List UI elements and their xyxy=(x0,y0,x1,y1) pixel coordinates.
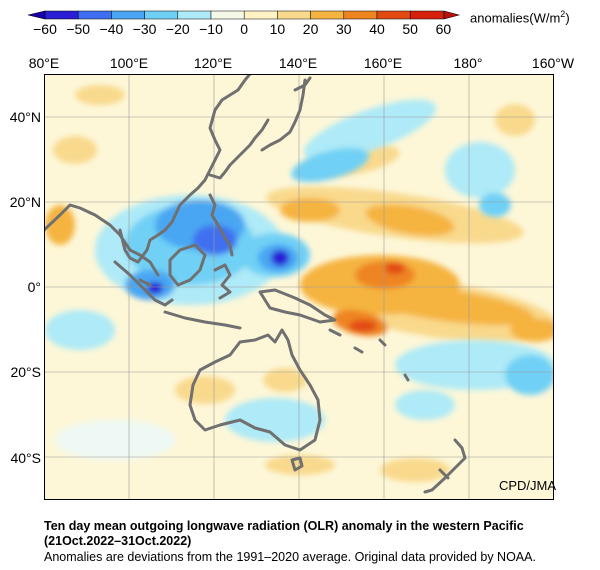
colorbar-cell xyxy=(210,10,245,20)
lat-label: 20°S xyxy=(10,364,41,380)
colorbar-tick-label: 50 xyxy=(402,21,418,37)
lat-label: 40°N xyxy=(9,109,41,125)
colorbar-tick-label: −60 xyxy=(33,21,57,37)
caption-period: (21Oct.2022–31Oct.2022) xyxy=(44,534,192,548)
java-coastline xyxy=(163,310,242,330)
colorbar-cell xyxy=(243,10,278,20)
map-frame xyxy=(44,74,554,500)
colorbar-tick-label: 60 xyxy=(435,21,452,37)
colorbar-tick-label: 20 xyxy=(302,21,319,37)
colorbar-cell xyxy=(310,10,345,20)
colorbar-cell xyxy=(376,10,411,20)
new-guinea-coastline xyxy=(258,288,337,324)
units-label: anomalies(W/m2) xyxy=(470,9,570,26)
colorbar-tick-label: −10 xyxy=(199,21,223,37)
colorbar-tick-label: 10 xyxy=(269,21,286,37)
colorbar-tick-label: 30 xyxy=(336,21,352,37)
colorbar-tick-label: −40 xyxy=(99,21,124,37)
tasmania-coastline xyxy=(290,456,304,472)
colorbar-tick-label: 0 xyxy=(240,21,249,37)
lon-label: 80°E xyxy=(28,55,60,71)
positive-anomaly-field xyxy=(45,85,554,482)
colorbar-cell xyxy=(177,10,212,20)
japan-coastline xyxy=(260,76,312,152)
olr-anomaly-map xyxy=(44,74,554,500)
colorbar-cell xyxy=(111,10,145,20)
new-zealand-coastline xyxy=(423,438,467,494)
lon-label: 120°E xyxy=(193,55,233,71)
colorbar-tick-label: 40 xyxy=(369,21,385,37)
caption-title: Ten day mean outgoing longwave radiation… xyxy=(44,519,524,533)
colorbar-cell xyxy=(409,10,444,20)
colorbar-cell xyxy=(277,10,311,20)
lon-label: 140°E xyxy=(278,55,318,71)
credit-label: CPD/JMA xyxy=(498,478,556,493)
sulawesi-coastline xyxy=(213,263,232,300)
colorbar-cell xyxy=(343,10,378,20)
australia-coastline xyxy=(188,328,322,452)
colorbar-cell xyxy=(44,10,79,20)
lat-label: 0° xyxy=(27,279,41,295)
caption-note: Anomalies are deviations from the 1991–2… xyxy=(44,550,536,564)
sumatra-coastline xyxy=(113,260,174,307)
lat-label: 40°S xyxy=(10,450,41,466)
colorbar-tick-label: −50 xyxy=(66,21,91,37)
lon-label: 180° xyxy=(453,55,483,71)
caption: Ten day mean outgoing longwave radiation… xyxy=(44,519,596,565)
colorbar-arrow-left xyxy=(27,10,46,20)
asia-coastline xyxy=(44,74,270,277)
colorbar-cell xyxy=(77,10,112,20)
colorbar-arrow-right xyxy=(443,10,461,20)
borneo-coastline xyxy=(168,243,207,287)
colorbar-tick-label: −20 xyxy=(165,21,190,37)
pacific-islands xyxy=(328,328,410,382)
lon-label: 100°E xyxy=(109,55,149,71)
colorbar-tick-label: −30 xyxy=(132,21,157,37)
coastlines xyxy=(44,74,467,494)
lat-label: 20°N xyxy=(9,194,41,210)
lon-label: 160°E xyxy=(363,55,403,71)
philippines-coastline xyxy=(208,193,234,257)
lon-label: 160°W xyxy=(531,55,575,71)
colorbar-cell xyxy=(144,10,179,20)
negative-anomaly-field xyxy=(45,99,554,460)
colorbar xyxy=(27,10,461,20)
